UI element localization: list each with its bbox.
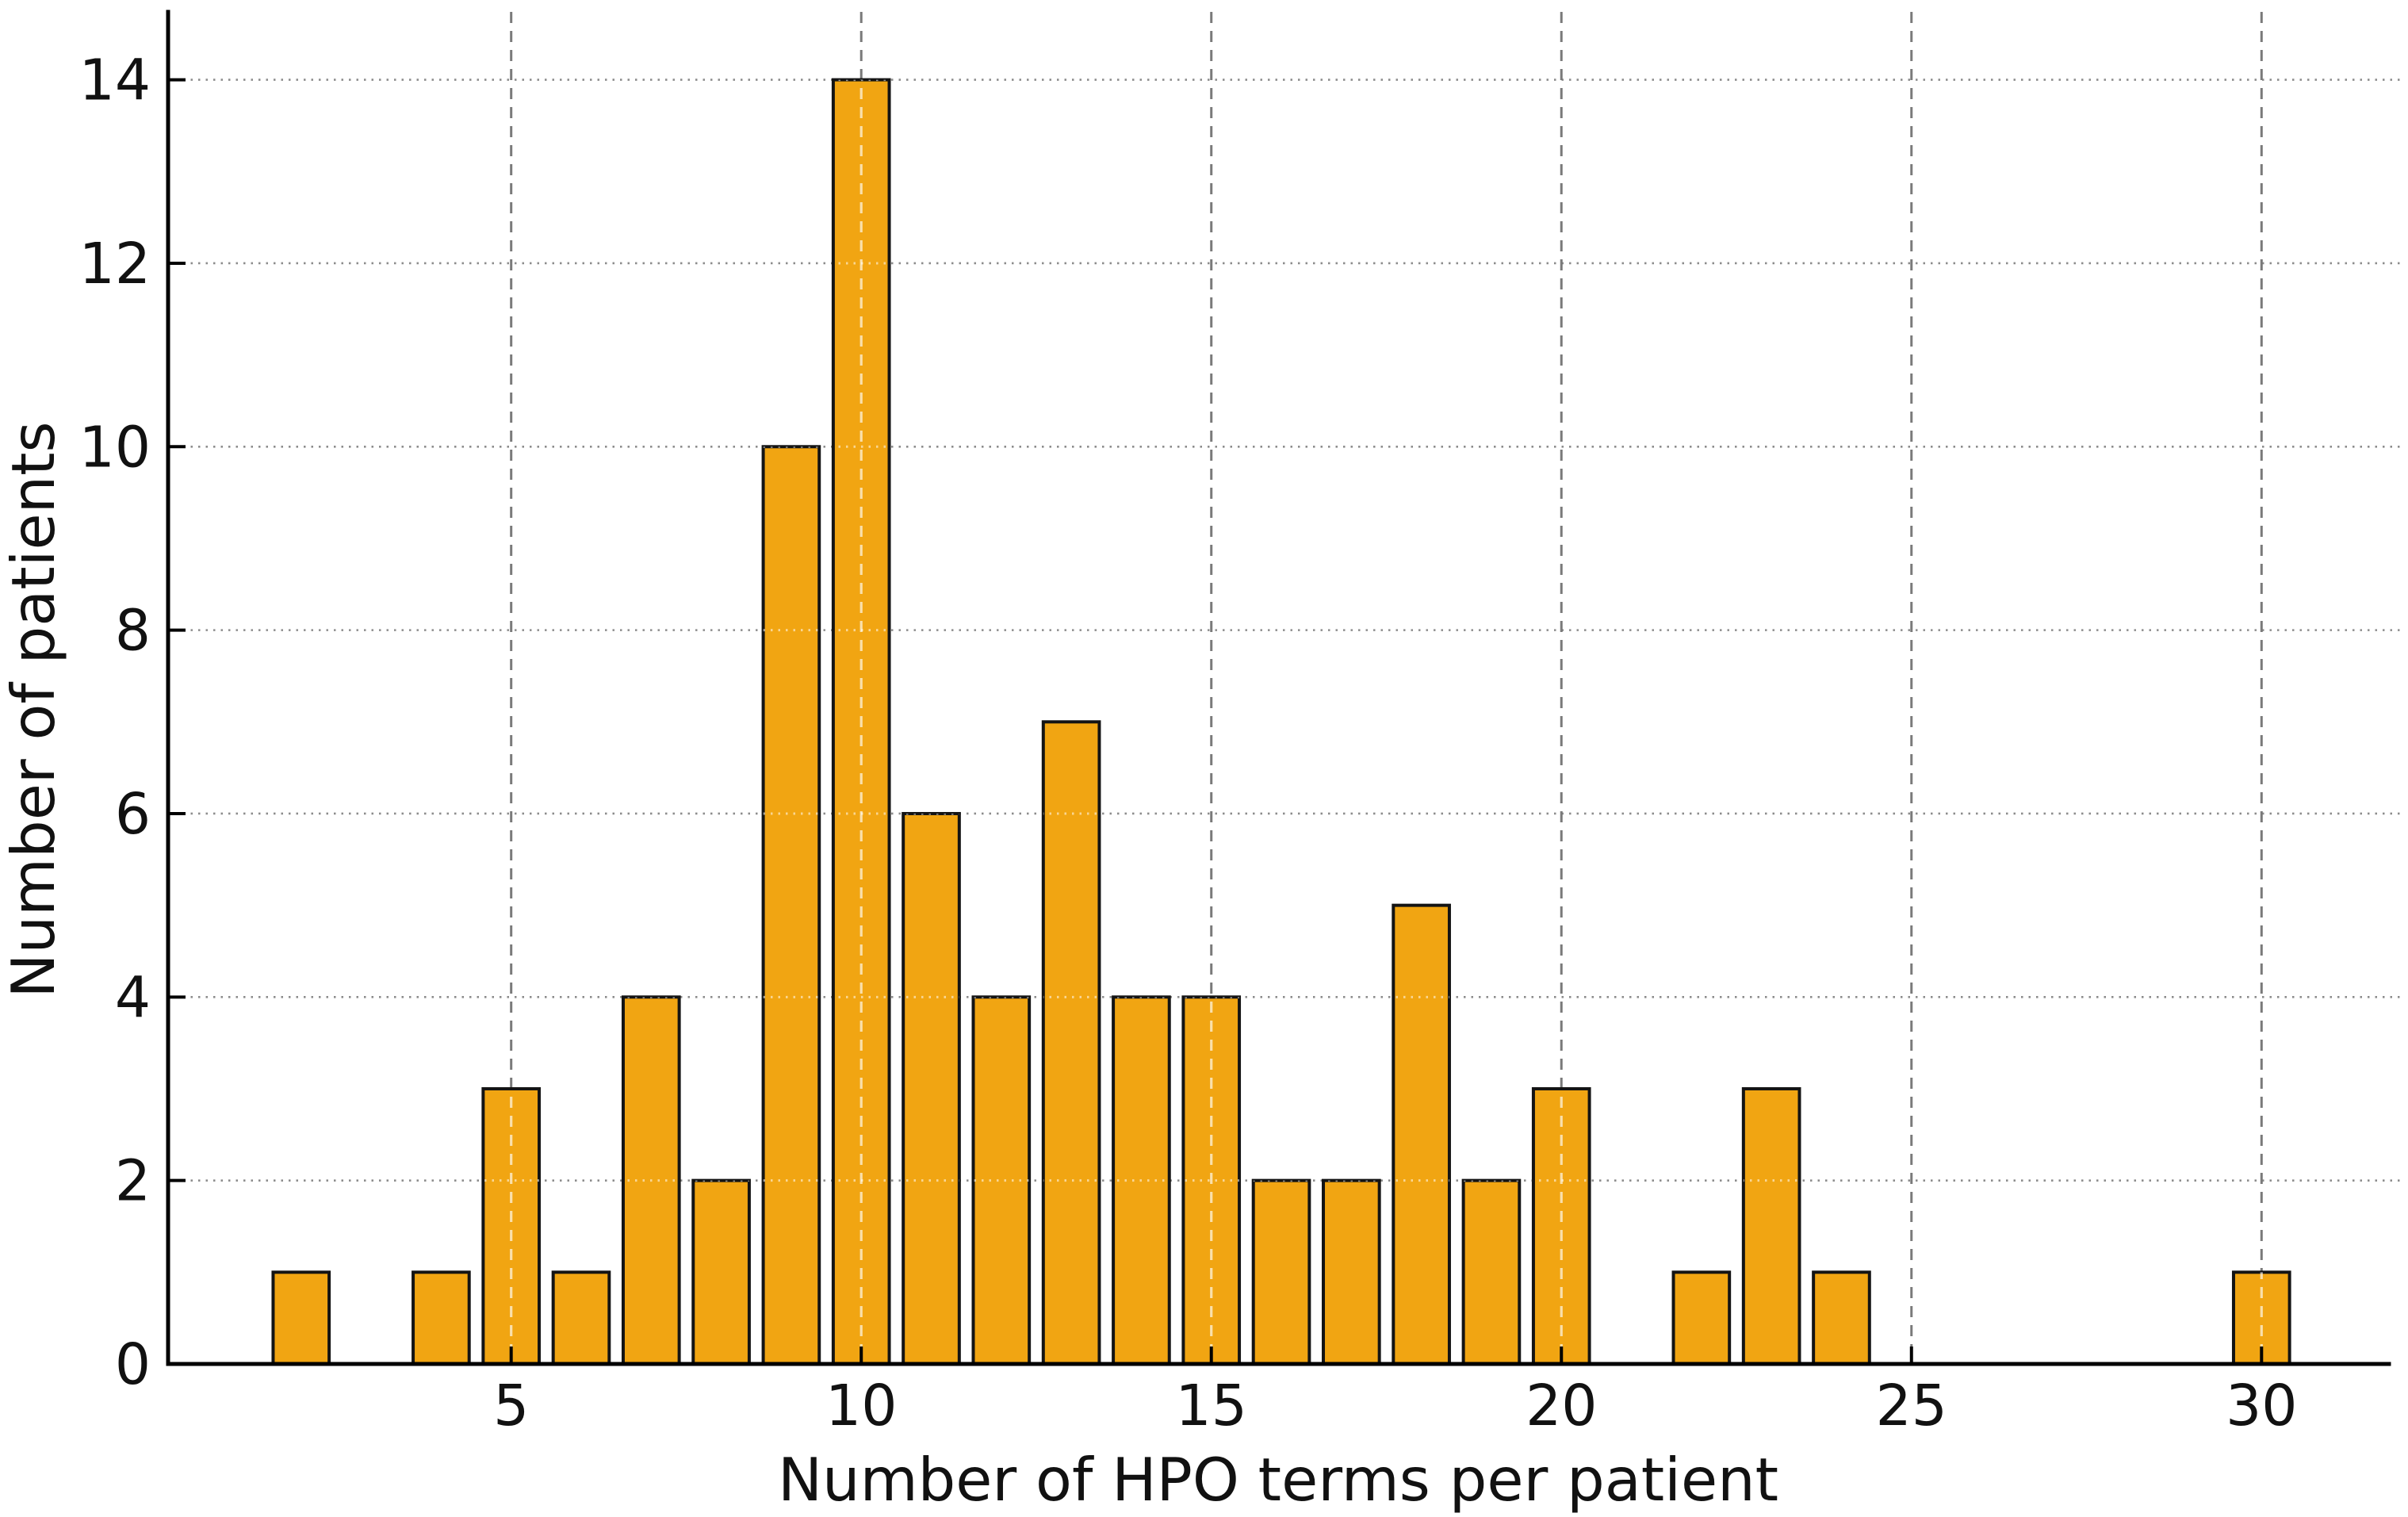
y-tick-label: 8	[115, 598, 151, 664]
y-tick-label: 4	[115, 964, 151, 1030]
bar	[1461, 1178, 1522, 1366]
x-tick-label: 15	[1176, 1373, 1247, 1438]
y-axis-label: Number of patients	[0, 421, 68, 998]
grid-horizontal	[168, 79, 2402, 1182]
x-tick-label: 20	[1526, 1373, 1597, 1438]
bars	[271, 78, 2291, 1366]
x-tick-label: 25	[1876, 1373, 1947, 1438]
bar	[1392, 903, 1451, 1366]
x-tick-label: 10	[825, 1373, 897, 1438]
bar	[1322, 1178, 1381, 1366]
y-tick-label: 2	[115, 1148, 151, 1214]
y-tick-label: 0	[115, 1331, 151, 1397]
axes	[166, 10, 2391, 1366]
x-tick-labels: 5 10 15 20 25 30	[493, 1373, 2297, 1438]
bar	[481, 1086, 542, 1366]
bar	[761, 445, 821, 1366]
bar	[271, 1270, 331, 1366]
y-tick-label: 10	[79, 414, 151, 480]
y-tick-label: 6	[115, 781, 151, 847]
bar	[691, 1178, 751, 1366]
bar	[902, 811, 961, 1366]
x-tick-label: 5	[493, 1373, 529, 1438]
bar	[412, 1270, 471, 1366]
bar	[551, 1270, 611, 1366]
bar	[1741, 1086, 1801, 1366]
bar	[1671, 1270, 1732, 1366]
y-tick-label: 14	[79, 48, 151, 113]
bar	[1812, 1270, 1871, 1366]
x-ticks	[509, 1347, 2264, 1364]
y-tick-label: 12	[79, 231, 151, 297]
bar	[1041, 720, 1101, 1366]
bar	[1531, 1086, 1591, 1366]
y-ticks	[168, 78, 186, 1366]
y-tick-labels: 0 2 4 6 8 10 12 14	[79, 48, 151, 1397]
x-axis-label: Number of HPO terms per patient	[778, 1445, 1778, 1515]
bar	[1251, 1178, 1311, 1366]
x-tick-label: 30	[2226, 1373, 2297, 1438]
